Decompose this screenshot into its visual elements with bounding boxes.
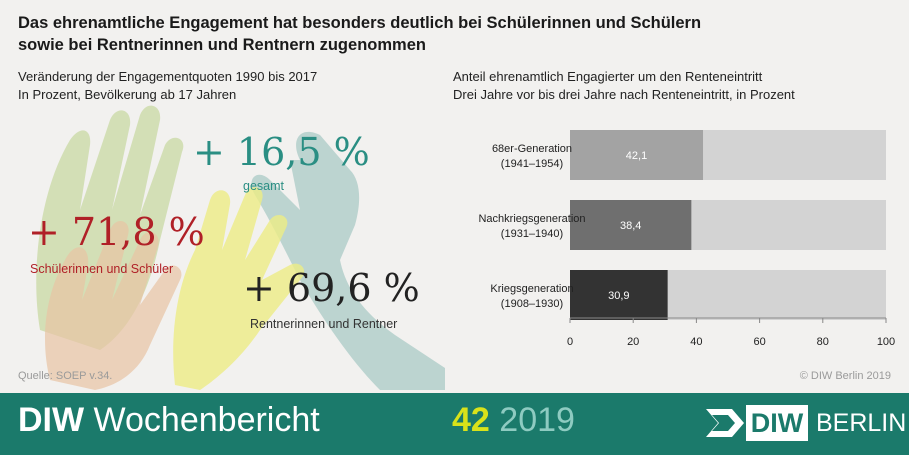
yellow-hand-illustration (173, 187, 305, 390)
source-note: Quelle: SOEP v.34. (18, 370, 113, 382)
x-tick-label: 0 (567, 336, 573, 348)
bar (570, 270, 668, 320)
x-tick-label: 80 (817, 336, 829, 348)
bar-value-label: 42,1 (626, 150, 647, 162)
category-label: 68er-Generation (492, 143, 572, 155)
brand-wochenbericht: Wochenbericht (93, 401, 320, 439)
x-tick-label: 40 (690, 336, 702, 348)
stat-label-rentner: Rentnerinnen und Rentner (250, 317, 398, 331)
x-tick-label: 60 (753, 336, 765, 348)
right-panel-title: Anteil ehrenamtlich Engagierter um den R… (453, 69, 763, 84)
publication-name: DIW Wochenbericht (18, 401, 320, 440)
title-line-2: sowie bei Rentnerinnen und Rentnern zuge… (18, 36, 426, 54)
stat-label-schueler: Schülerinnen und Schüler (30, 262, 174, 276)
logo-berlin-text: BERLIN (816, 409, 907, 437)
teal-hand-illustration (251, 131, 445, 390)
issue-year: 2019 (499, 401, 575, 439)
footer-bar: DIW Wochenbericht 42 2019 DIW BERLIN (0, 393, 909, 455)
left-panel-header: Veränderung der Engagementquoten 1990 bi… (18, 68, 317, 104)
left-panel-title: Veränderung der Engagementquoten 1990 bi… (18, 69, 318, 84)
category-years-label: (1931–1940) (501, 228, 563, 240)
x-tick-label: 100 (877, 336, 895, 348)
right-panel-subtitle: Drei Jahre vor bis drei Jahre nach Rente… (453, 87, 795, 102)
bar (570, 200, 692, 250)
copyright-note: © DIW Berlin 2019 (799, 370, 891, 382)
bar (570, 130, 704, 180)
hands-illustration (36, 105, 445, 390)
category-years-label: (1941–1954) (501, 158, 563, 170)
bar-value-label: 38,4 (620, 220, 641, 232)
logo-diw-text: DIW (746, 405, 808, 441)
issue-number: 42 (452, 401, 490, 439)
retirement-bar-chart: 42,1 68er-Generation (1941–1954) 38,4 Nachkr… (478, 130, 895, 348)
infographic-title: Das ehrenamtliche Engagement hat besonde… (18, 12, 701, 56)
issue-info: 42 2019 (452, 401, 575, 440)
category-label: Kriegsgeneration (490, 283, 573, 295)
left-panel-subtitle: In Prozent, Bevölkerung ab 17 Jahren (18, 87, 237, 102)
title-line-1: Das ehrenamtliche Engagement hat besonde… (18, 14, 702, 32)
right-panel-header: Anteil ehrenamtlich Engagierter um den R… (453, 68, 795, 104)
diw-logo-mark-icon (706, 409, 744, 437)
category-label: Nachkriegsgeneration (478, 213, 585, 225)
x-tick-label: 20 (627, 336, 639, 348)
brand-diw: DIW (18, 401, 85, 439)
stat-value-gesamt: + 16,5 % (193, 130, 370, 174)
orange-hand-illustration (45, 220, 182, 390)
stat-value-rentner: + 69,6 % (243, 266, 420, 310)
stat-label-gesamt: gesamt (243, 179, 284, 193)
stat-value-schueler: + 71,8 % (28, 210, 205, 254)
bar-value-label: 30,9 (608, 290, 629, 302)
category-years-label: (1908–1930) (501, 298, 563, 310)
